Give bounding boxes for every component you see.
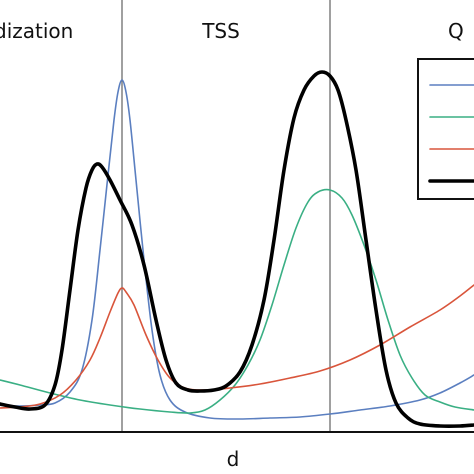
legend	[417, 58, 474, 200]
series-line-3	[0, 284, 474, 409]
region-boundaries	[121, 0, 331, 432]
x-axis-label: d	[227, 447, 240, 471]
legend-box	[417, 58, 474, 200]
region-label-tss: TSS	[201, 19, 240, 43]
series-line-2	[0, 188, 474, 414]
region-label-right: Q	[448, 19, 464, 43]
legend-swatches	[428, 84, 474, 183]
region-label-left: dization	[0, 19, 73, 43]
series-group	[0, 70, 474, 428]
series-line-4	[0, 70, 474, 428]
